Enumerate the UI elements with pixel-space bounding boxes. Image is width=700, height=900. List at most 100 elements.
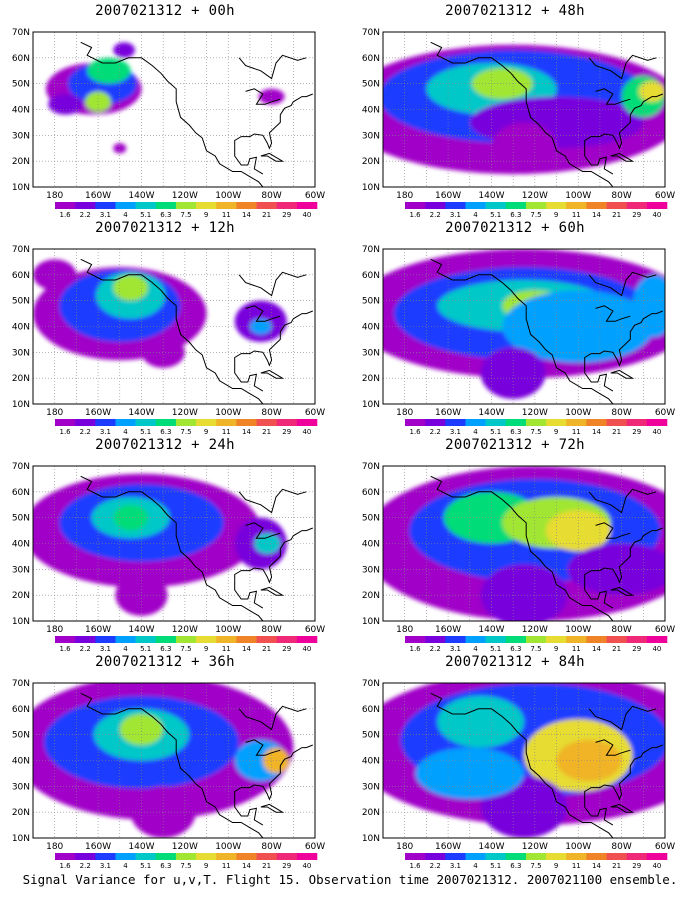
variance-contour <box>480 347 546 399</box>
colorbar-label: 9 <box>554 211 558 219</box>
lon-tick-label: 160W <box>435 191 461 201</box>
colorbar-swatch <box>586 636 607 643</box>
colorbar-swatch <box>606 419 627 426</box>
lat-tick-label: 30N <box>12 565 30 575</box>
colorbar-label: 11 <box>222 645 231 653</box>
panel-title: 2007021312 + 24h <box>95 437 235 453</box>
panel-title: 2007021312 + 60h <box>445 220 585 236</box>
colorbar-swatch <box>216 853 237 860</box>
lon-tick-label: 80W <box>261 625 281 635</box>
lat-tick-label: 20N <box>362 591 380 601</box>
colorbar-label: 14 <box>242 645 251 653</box>
colorbar-label: 9 <box>554 645 558 653</box>
colorbar-label: 21 <box>612 645 621 653</box>
colorbar-swatch <box>646 853 668 860</box>
lat-tick-label: 50N <box>12 514 30 524</box>
colorbar-swatch <box>175 636 197 643</box>
colorbar-swatch <box>55 202 76 209</box>
colorbar-swatch <box>256 853 277 860</box>
colorbar-swatch <box>505 853 527 860</box>
lat-tick-label: 20N <box>362 808 380 818</box>
colorbar-label: 1.6 <box>410 428 422 436</box>
colorbar-label: 29 <box>282 428 291 436</box>
lon-tick-label: 60W <box>655 842 675 852</box>
colorbar-label: 1.6 <box>410 645 422 653</box>
lon-tick-label: 160W <box>85 625 111 635</box>
map-panel: 2007021312 + 00h 10N 20N 30N 40N 50N 60N 70N 180… <box>0 0 330 222</box>
lon-tick-label: 180 <box>46 191 63 201</box>
colorbar-swatch <box>256 202 277 209</box>
colorbar-label: 40 <box>302 645 311 653</box>
lat-tick-label: 20N <box>12 808 30 818</box>
colorbar-swatch <box>276 853 298 860</box>
lon-tick-label: 160W <box>85 191 111 201</box>
colorbar-label: 6.3 <box>160 862 171 870</box>
colorbar-label: 7.5 <box>180 862 191 870</box>
colorbar-swatch <box>95 636 116 643</box>
lon-tick-label: 80W <box>611 625 631 635</box>
colorbar-label: 29 <box>632 211 641 219</box>
map-panel: 2007021312 + 60h 10N 20N 30N 40N 50N 60N 70N 180… <box>350 217 680 439</box>
colorbar-swatch <box>405 202 426 209</box>
colorbar-swatch <box>525 202 547 209</box>
colorbar-swatch <box>445 636 466 643</box>
colorbar-swatch <box>445 202 466 209</box>
colorbar-label: 21 <box>612 862 621 870</box>
variance-contour <box>437 695 524 748</box>
colorbar-swatch <box>586 202 607 209</box>
colorbar-label: 29 <box>282 862 291 870</box>
panel-title: 2007021312 + 36h <box>95 654 235 670</box>
colorbar-label: 5.1 <box>490 645 501 653</box>
colorbar-label: 11 <box>222 211 231 219</box>
lat-tick-label: 70N <box>362 245 380 255</box>
map-panel: 2007021312 + 48h 10N 20N 30N 40N 50N 60N 70N 180… <box>350 0 680 222</box>
colorbar-label: 29 <box>282 211 291 219</box>
colorbar-swatch <box>525 419 547 426</box>
lon-tick-label: 60W <box>305 408 325 418</box>
colorbar-swatch <box>135 853 157 860</box>
colorbar-swatch <box>525 853 547 860</box>
colorbar-swatch <box>405 853 426 860</box>
colorbar-label: 14 <box>592 211 601 219</box>
variance-map: 10N 20N 30N 40N 50N 60N 70N 180 160W 140W 120W 100W… <box>362 28 675 219</box>
lon-tick-label: 180 <box>46 408 63 418</box>
colorbar-swatch <box>606 202 627 209</box>
lat-tick-label: 40N <box>362 757 380 767</box>
colorbar-label: 7.5 <box>180 428 191 436</box>
colorbar-swatch <box>216 636 237 643</box>
colorbar-label: 11 <box>572 645 581 653</box>
colorbar-swatch <box>525 636 547 643</box>
colorbar-label: 11 <box>222 428 231 436</box>
colorbar-label: 40 <box>302 211 311 219</box>
colorbar-swatch <box>546 853 567 860</box>
colorbar-swatch <box>115 419 136 426</box>
variance-contour <box>87 57 131 84</box>
colorbar-label: 3.1 <box>450 645 461 653</box>
colorbar-swatch <box>236 202 257 209</box>
figure-caption: Signal Variance for u,v,T. Flight 15. Ob… <box>22 872 678 887</box>
coastline <box>430 475 663 621</box>
colorbar-swatch <box>505 419 527 426</box>
colorbar-swatch <box>276 419 298 426</box>
variance-contour <box>638 81 665 102</box>
lat-tick-label: 30N <box>362 782 380 792</box>
lon-tick-label: 60W <box>305 842 325 852</box>
colorbar-swatch <box>196 202 217 209</box>
colorbar-label: 14 <box>592 862 601 870</box>
lon-tick-label: 180 <box>46 625 63 635</box>
colorbar-label: 3.1 <box>100 645 111 653</box>
lon-tick-label: 120W <box>522 842 548 852</box>
colorbar-swatch <box>465 202 486 209</box>
lon-tick-label: 180 <box>46 842 63 852</box>
map-frame <box>382 682 666 839</box>
colorbar-label: 3.1 <box>450 428 461 436</box>
colorbar-label: 40 <box>652 428 661 436</box>
variance-contour <box>632 274 665 337</box>
colorbar-label: 11 <box>572 211 581 219</box>
variance-map: 10N 20N 30N 40N 50N 60N 70N 180 160W 140W 120W 100W… <box>362 245 675 436</box>
lat-tick-label: 70N <box>12 462 30 472</box>
grid-lines <box>33 466 315 621</box>
colorbar-swatch <box>425 419 446 426</box>
colorbar-swatch <box>646 419 668 426</box>
colorbar-swatch <box>256 419 277 426</box>
